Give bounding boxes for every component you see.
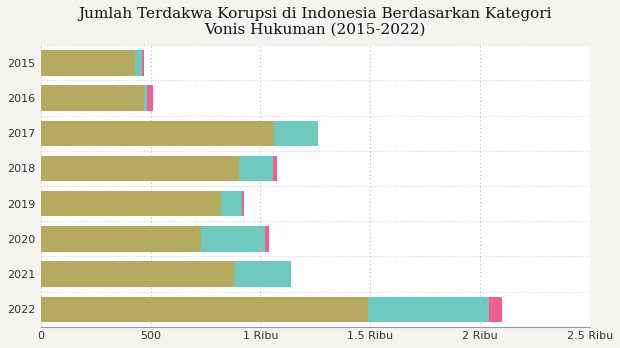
Bar — [265, 226, 269, 252]
Bar — [41, 226, 202, 252]
Bar — [273, 121, 317, 146]
Title: Jumlah Terdakwa Korupsi di Indonesia Berdasarkan Kategori
Vonis Hukuman (2015-20: Jumlah Terdakwa Korupsi di Indonesia Ber… — [79, 7, 552, 37]
Bar — [239, 156, 273, 181]
Bar — [41, 85, 144, 111]
Bar — [368, 296, 489, 322]
Bar — [41, 191, 221, 216]
Bar — [221, 191, 242, 216]
Bar — [142, 50, 144, 76]
Bar — [41, 261, 234, 287]
Bar — [144, 85, 147, 111]
Bar — [147, 85, 153, 111]
Bar — [234, 261, 291, 287]
Bar — [242, 191, 244, 216]
Bar — [135, 50, 142, 76]
Bar — [489, 296, 502, 322]
Bar — [41, 50, 135, 76]
Bar — [273, 156, 277, 181]
Bar — [41, 296, 368, 322]
Bar — [202, 226, 265, 252]
Bar — [41, 121, 273, 146]
Bar — [41, 156, 239, 181]
